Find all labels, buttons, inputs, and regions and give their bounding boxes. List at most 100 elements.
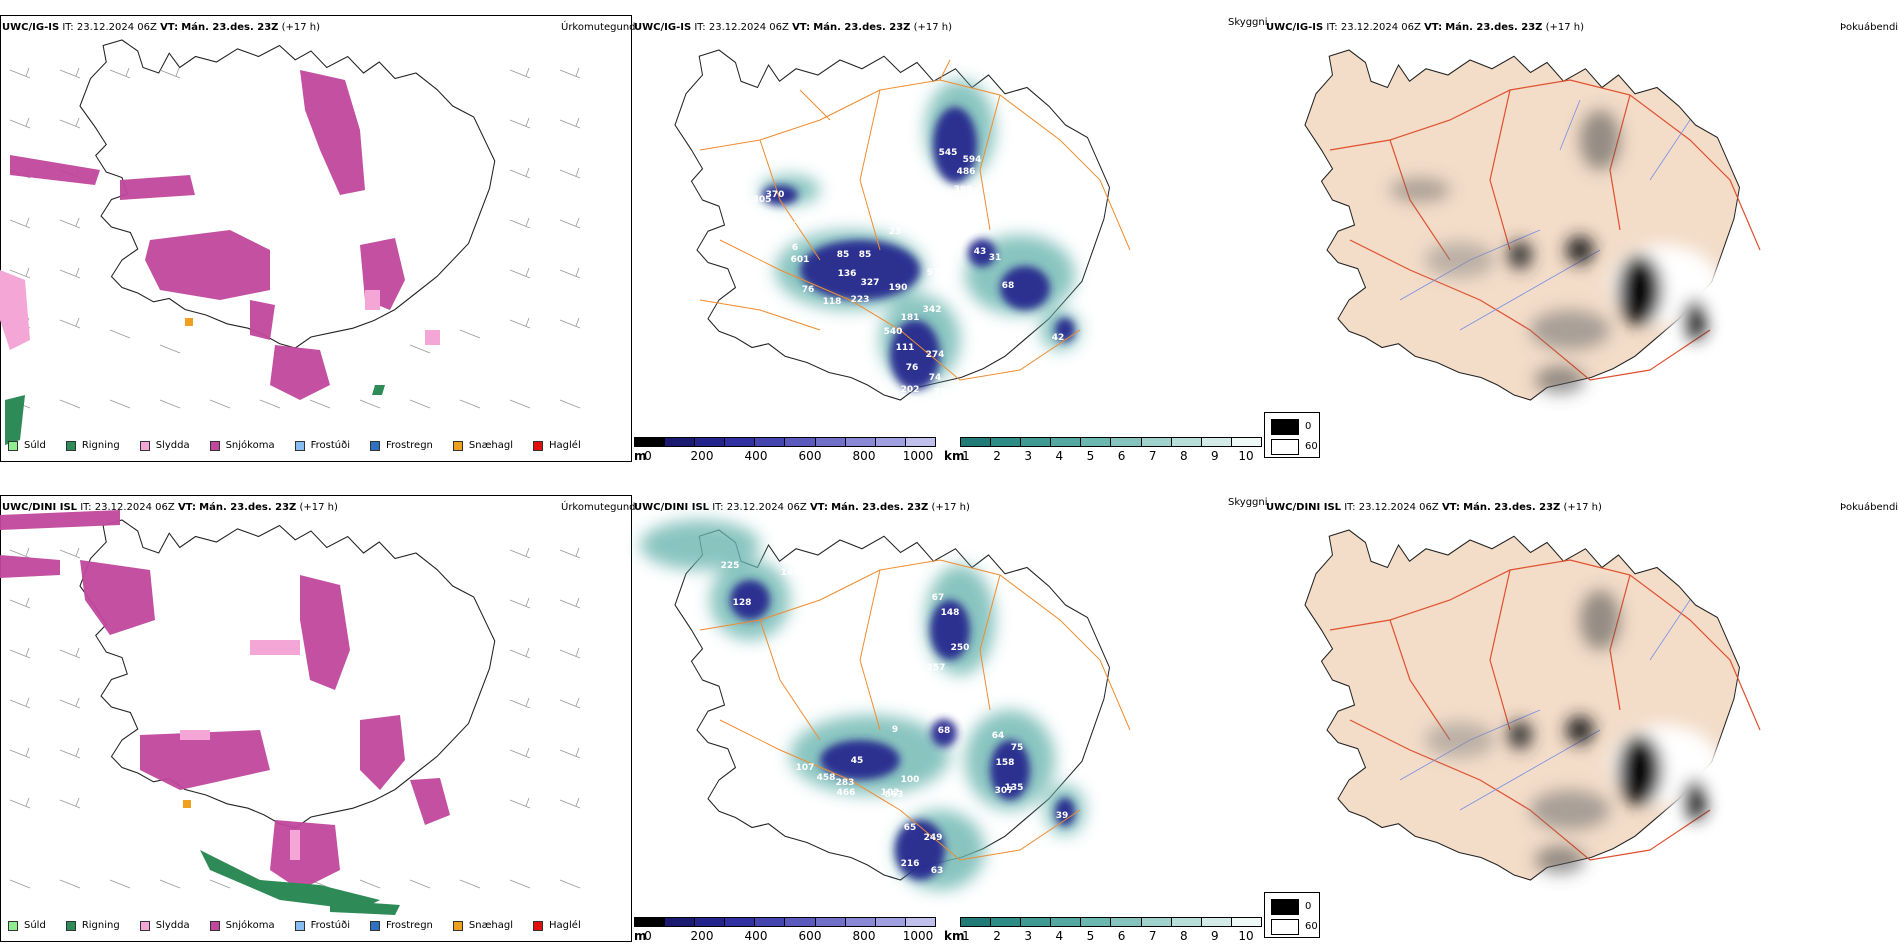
- ceiling-value-label: 274: [926, 350, 945, 360]
- legend-item-7: Haglél: [533, 440, 581, 451]
- tick-label: 4: [1055, 929, 1064, 943]
- ceiling-value-label: 327: [861, 278, 880, 288]
- ceiling-value-label: 594: [963, 155, 982, 165]
- legend-label: Rigning: [81, 920, 120, 931]
- ceiling-value-label: 149: [781, 568, 800, 578]
- legend-label: Frostregn: [386, 440, 433, 451]
- ceiling-value-label: 399: [954, 185, 973, 195]
- tick-label: 7: [1148, 449, 1157, 463]
- ceiling-value-label: 540: [884, 327, 903, 337]
- fog-map-row2: [1304, 529, 1761, 881]
- legend-label: Frostúði: [310, 440, 350, 451]
- legend-swatch: [294, 440, 305, 451]
- ceiling-value-label: 39: [1056, 811, 1069, 821]
- colorbar-segment: [1081, 918, 1112, 926]
- tick-label: 3: [1024, 929, 1033, 943]
- ceiling-value-label: 307: [995, 786, 1014, 796]
- tick-label: 200: [690, 449, 714, 463]
- ceiling-value-label: 225: [721, 561, 740, 571]
- colorbar-segment: [1021, 918, 1052, 926]
- row-2: UWC/DINI ISL IT: 23.12.2024 06Z VT: Mán.…: [0, 480, 1900, 950]
- tick-label: 2: [993, 449, 1001, 463]
- colorbar-segment: [725, 438, 756, 446]
- legend-swatch: [370, 920, 380, 931]
- legend-item-1: Rigning: [65, 920, 120, 931]
- tick-label: 7: [1148, 929, 1157, 943]
- ceiling-value-label: 23: [889, 227, 902, 237]
- it-label: IT:: [694, 22, 706, 33]
- legend-item-2: Slydda: [139, 440, 190, 451]
- ceiling-value-label: 75: [1011, 743, 1024, 753]
- ceiling-value-label: 85: [837, 250, 850, 260]
- colorbar-segment: [1201, 438, 1232, 446]
- vt-label: VT:: [1441, 502, 1460, 513]
- ceiling-value-label: 135: [1005, 783, 1024, 793]
- rain-areas: [200, 850, 400, 915]
- vt-value: Mán. 23.des. 23Z: [1463, 502, 1561, 513]
- cloud-map-row1: [674, 49, 1131, 401]
- legend-swatch: [533, 920, 544, 931]
- lead-time: (+17 h): [1563, 502, 1602, 513]
- precip-legend-row1: Súld Rigning Slydda Snjókoma Frostúði Frostre…: [8, 440, 601, 451]
- vt-value: Mán. 23.des. 23Z: [1445, 22, 1543, 33]
- iceland-outline: [1304, 49, 1741, 401]
- it-label: IT:: [80, 502, 92, 513]
- model-name: UWC/DINI ISL: [2, 502, 78, 513]
- it-value: 23.12.2024 06Z: [76, 22, 157, 33]
- vt-value: Mán. 23.des. 23Z: [181, 22, 279, 33]
- legend-label: Frostregn: [386, 920, 433, 931]
- colorbar-segment: [755, 438, 786, 446]
- tick-label: 8: [1179, 929, 1188, 943]
- fog-title: Þokuábendi: [1840, 502, 1899, 513]
- vt-value: Mán. 23.des. 23Z: [199, 502, 297, 513]
- ceiling-value-label: 74: [929, 373, 942, 383]
- tick-label: 9: [1211, 449, 1219, 463]
- ceiling-value-label: 65: [904, 823, 917, 833]
- lead-time: (+17 h): [299, 502, 338, 513]
- precip-header: UWC/IG-IS IT: 23.12.2024 06Z VT: Mán. 23…: [2, 22, 320, 33]
- ceiling-value-label: 9: [892, 725, 898, 735]
- ceiling-value-label: 76: [802, 285, 815, 295]
- ceiling-areas: [730, 580, 1075, 880]
- it-value: 23.12.2024 06Z: [1358, 502, 1439, 513]
- colorbar-segment: [845, 918, 876, 926]
- fog-map-row1: [1304, 49, 1761, 401]
- fog-index-areas: [1390, 110, 1720, 394]
- colorbar-segment: [665, 918, 696, 926]
- legend-label: Slydda: [155, 920, 190, 931]
- legend-item-4: Frostúði: [294, 920, 350, 931]
- fog-legend-label-60: 60: [1305, 921, 1318, 932]
- legend-label: Slydda: [155, 440, 190, 451]
- precip-title: Úrkomutegund: [561, 502, 636, 513]
- colorbar-segment: [665, 438, 696, 446]
- model-name: UWC/DINI ISL: [1266, 502, 1342, 513]
- cloud-map-row2: [640, 520, 1131, 890]
- colorbar-segment: [725, 918, 756, 926]
- tick-label: 400: [744, 449, 768, 463]
- lead-time: (+17 h): [281, 22, 321, 33]
- precip-header: UWC/DINI ISL IT: 23.12.2024 06Z VT: Mán.…: [2, 502, 338, 513]
- tick-label: 0: [644, 929, 652, 943]
- vt-label: VT:: [1424, 22, 1443, 33]
- legend-swatch: [294, 920, 305, 931]
- ceiling-value-label: 486: [957, 167, 976, 177]
- colorbar-segment: [1231, 438, 1261, 446]
- ceiling-value-label: 283: [836, 778, 855, 788]
- precip-title: Úrkomutegund: [561, 22, 636, 33]
- model-name: UWC/IG-IS: [2, 22, 60, 33]
- visibility-unit: km: [944, 929, 965, 943]
- ceiling-value-label: 545: [939, 148, 958, 158]
- it-label: IT:: [712, 502, 724, 513]
- tick-label: 400: [744, 929, 768, 943]
- legend-item-6: Snæhagl: [452, 440, 513, 451]
- it-label: IT:: [62, 22, 74, 33]
- lead-time: (+17 h): [931, 502, 970, 513]
- ceiling-value-label: 100: [901, 775, 920, 785]
- vt-label: VT:: [160, 22, 179, 33]
- fog-header: UWC/DINI ISL IT: 23.12.2024 06Z VT: Mán.…: [1266, 502, 1602, 513]
- it-label: IT:: [1344, 502, 1356, 513]
- ceiling-unit: m: [634, 449, 647, 463]
- colorbar-segment: [961, 438, 992, 446]
